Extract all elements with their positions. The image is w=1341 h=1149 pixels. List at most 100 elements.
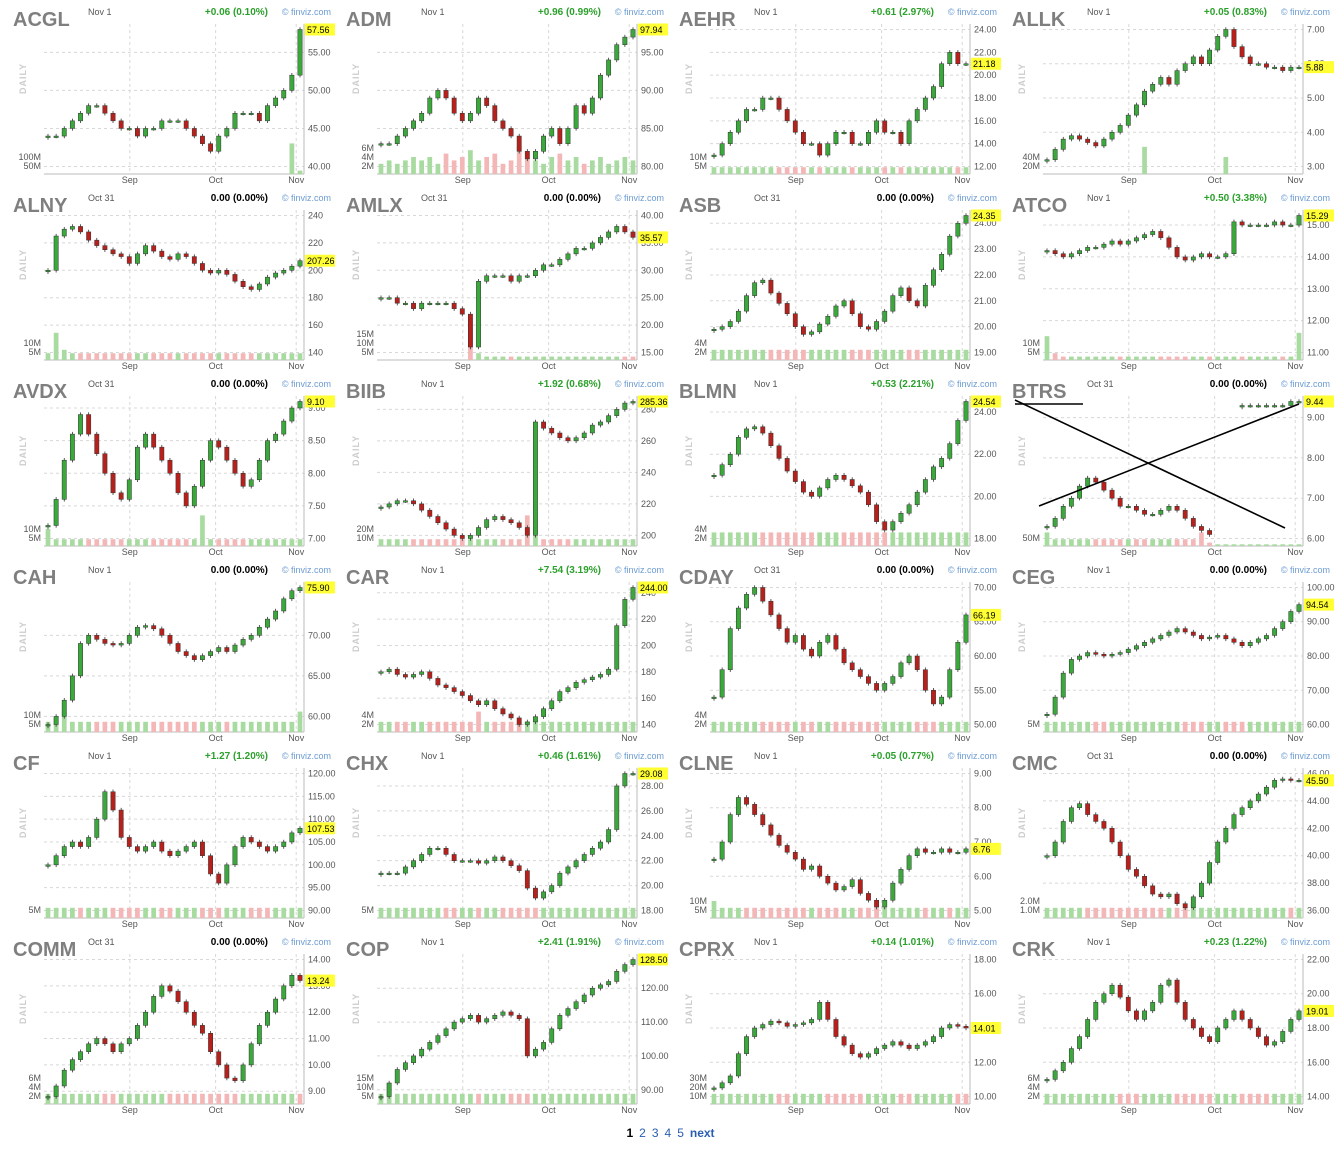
volume-tick-label: 20M (1022, 161, 1040, 171)
ticker-symbol[interactable]: CEG (1012, 567, 1055, 589)
volume-bar (1207, 721, 1212, 732)
x-tick-label: Nov (954, 919, 971, 929)
timeframe-label: DAILY (351, 621, 361, 652)
volume-bar (1085, 907, 1091, 918)
next-page-link[interactable]: next (689, 1126, 715, 1140)
y-tick-label: 200 (641, 530, 656, 540)
volume-bar (906, 721, 912, 732)
chart-tile-adm[interactable]: Sep Oct Nov 95.00 90.00 85.00 80.00 6M 4M 2M 97.94… (339, 2, 672, 188)
ticker-symbol[interactable]: CAR (346, 567, 390, 589)
volume-bar (1085, 539, 1091, 546)
volume-bar (614, 356, 620, 360)
chart-tile-acgl[interactable]: Sep Oct Nov 55.00 50.00 45.00 40.00 100M 50M 57.5… (6, 2, 339, 188)
page-link-1[interactable]: 1 (626, 1126, 634, 1140)
ticker-symbol[interactable]: CRK (1012, 939, 1056, 961)
ticker-symbol[interactable]: BTRS (1012, 381, 1066, 403)
candle-body (135, 446, 140, 481)
candle-body (752, 1027, 758, 1037)
chart-tile-cop[interactable]: Sep Oct Nov 120.00 110.00 100.00 90.00 15M 10M 5M… (339, 932, 672, 1118)
chart-tile-chx[interactable]: Sep Oct Nov 28.00 26.00 24.00 22.00 20.00 18.00 5… (339, 746, 672, 932)
x-tick-label: Oct (875, 547, 890, 557)
volume-bar (484, 721, 490, 732)
ticker-symbol[interactable]: AVDX (13, 381, 68, 403)
chart-tile-allk[interactable]: SepOctNov7.006.005.004.003.0040M20M5.88A… (1005, 2, 1338, 188)
ticker-symbol[interactable]: BIIB (346, 381, 386, 403)
candle-body (386, 872, 392, 875)
volume-bar (736, 349, 741, 360)
ticker-symbol[interactable]: COP (346, 939, 389, 961)
candle-body (752, 804, 758, 815)
chart-tile-atco[interactable]: Sep Oct Nov 15.00 14.00 13.00 12.00 11.00 10M 5M 1… (1005, 188, 1338, 374)
ticker-symbol[interactable]: CMC (1012, 753, 1058, 775)
volume-bar (1223, 157, 1229, 174)
chart-tile-aehr[interactable]: Sep Oct Nov 24.00 22.00 20.00 18.00 16.00 14.00 1… (672, 2, 1005, 188)
page-link-4[interactable]: 4 (664, 1126, 672, 1140)
price-change: +7.54 (3.19%) (538, 565, 601, 576)
ticker-symbol[interactable]: AEHR (679, 9, 736, 31)
chart-tile-cprx[interactable]: SepOctNov18.0016.0014.0012.0010.0030M20M… (672, 932, 1005, 1118)
chart-tile-asb[interactable]: Sep Oct Nov 24.00 23.00 22.00 21.00 20.00 19.00 4… (672, 188, 1005, 374)
candle-body (752, 109, 758, 112)
ticker-symbol[interactable]: CPRX (679, 939, 735, 961)
candle-body (265, 846, 270, 852)
ticker-symbol[interactable]: ALNY (13, 195, 68, 217)
volume-bar (70, 353, 75, 360)
ticker-symbol[interactable]: ALLK (1012, 9, 1066, 31)
chart-tile-car[interactable]: SepOctNov2402202001801601404M2M244.00CAR… (339, 560, 672, 746)
chart-tile-cday[interactable]: Sep Oct Nov 70.00 65.00 60.00 55.00 50.00 4M 2M 66… (672, 560, 1005, 746)
ticker-symbol[interactable]: ATCO (1012, 195, 1067, 217)
chart-tile-crk[interactable]: Sep Oct Nov 22.00 20.00 18.00 16.00 14.00 6M 4M 2M… (1005, 932, 1338, 1118)
volume-bar (167, 907, 173, 918)
page-link-5[interactable]: 5 (677, 1126, 684, 1140)
volume-bar (411, 907, 416, 918)
chart-tile-comm[interactable]: SepOctNov14.0013.0012.0011.0010.009.006M… (6, 932, 339, 1118)
volume-bar (297, 539, 303, 546)
candle-body (882, 683, 888, 691)
last-price-tag (1304, 1004, 1334, 1017)
chart-tile-clne[interactable]: Sep Oct Nov 9.00 8.00 7.00 6.00 5.00 10M 5M 6.76 CL… (672, 746, 1005, 932)
ticker-symbol[interactable]: AMLX (346, 195, 403, 217)
chart-tile-cmc[interactable]: Sep Oct Nov 46.00 44.00 42.00 40.00 38.00 36.00 2… (1005, 746, 1338, 932)
candle-body (167, 256, 173, 260)
volume-bar (289, 353, 295, 360)
volume-bar (801, 907, 806, 918)
volume-bar (297, 353, 303, 360)
candle-body (906, 504, 912, 514)
candle-body (744, 594, 749, 609)
candle-body (459, 691, 465, 696)
ticker-symbol[interactable]: ASB (679, 195, 721, 217)
ticker-symbol[interactable]: CDAY (679, 567, 734, 589)
chart-tile-blmn[interactable]: Sep Oct Nov 24.00 22.00 20.00 18.00 4M 2M 24.54 BL… (672, 374, 1005, 560)
ticker-symbol[interactable]: COMM (13, 939, 76, 961)
candle-body (541, 135, 546, 152)
volume-bar (719, 907, 725, 918)
chart-tile-amlx[interactable]: SepOctNov40.0035.0030.0025.0020.0015.001… (339, 188, 672, 374)
ticker-symbol[interactable]: ACGL (13, 9, 70, 31)
chart-tile-alny[interactable]: Sep Oct Nov 240 220 200 180 160 140 10M 5M 207.26 AL… (6, 188, 339, 374)
volume-bar (833, 532, 839, 546)
page-link-3[interactable]: 3 (651, 1126, 659, 1140)
ticker-symbol[interactable]: CAH (13, 567, 56, 589)
candle-body (809, 865, 814, 870)
page-link-2[interactable]: 2 (639, 1126, 646, 1140)
chart-tile-biib[interactable]: Sep Oct Nov 280 260 240 220 200 20M 10M 285.36 BIIB… (339, 374, 672, 560)
chart-tile-ceg[interactable]: Sep Oct Nov 100.00 90.00 80.00 70.00 60.00 5M 94.… (1005, 560, 1338, 746)
ticker-symbol[interactable]: CF (13, 753, 40, 775)
candle-body (289, 265, 295, 271)
ticker-symbol[interactable]: CLNE (679, 753, 733, 775)
volume-bar (752, 532, 758, 546)
chart-tile-cah[interactable]: Sep Oct Nov 70.00 65.00 60.00 10M 5M 75.90 CAH Nov… (6, 560, 339, 746)
y-tick-label: 110.00 (308, 814, 335, 824)
ticker-symbol[interactable]: CHX (346, 753, 389, 775)
chart-tile-avdx[interactable]: Sep Oct Nov 9.00 8.50 8.00 7.50 7.00 10M 5M 9.10 AV… (6, 374, 339, 560)
chart-tile-btrs[interactable]: Sep Oct Nov 9.00 8.00 7.00 6.00 50M 9.44 BTRS Oct … (1005, 374, 1338, 560)
volume-bar (200, 907, 205, 918)
volume-tick-label: 5M (694, 905, 707, 915)
ticker-symbol[interactable]: ADM (346, 9, 392, 31)
volume-bar (833, 349, 839, 360)
chart-tile-cf[interactable]: Sep Oct Nov 120.00 115.00 110.00 105.00 100.00 9… (6, 746, 339, 932)
candle-body (289, 975, 295, 987)
ticker-symbol[interactable]: BLMN (679, 381, 737, 403)
candle-body (752, 426, 758, 430)
volume-bar (159, 539, 165, 546)
